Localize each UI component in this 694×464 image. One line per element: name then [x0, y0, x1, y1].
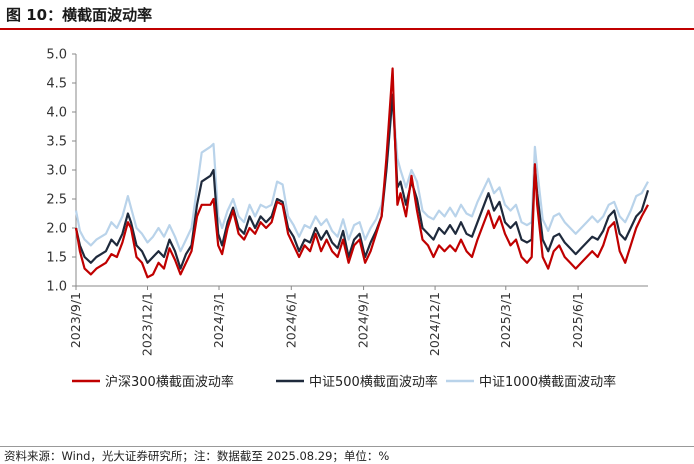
y-tick-label: 4.0 [46, 106, 67, 121]
x-tick-label: 2025/3/1 [498, 292, 513, 348]
y-tick-label: 2.5 [46, 193, 67, 208]
y-tick-label: 1.5 [46, 251, 67, 266]
y-tick-label: 2.0 [46, 222, 67, 237]
footer-divider [0, 446, 694, 447]
legend-label: 中证500横截面波动率 [309, 374, 438, 390]
x-tick-label: 2024/6/1 [283, 292, 298, 348]
series-line-2 [74, 93, 650, 270]
line-chart: 1.0 1.5 2.0 2.5 3.0 3.5 4.0 4.5 5.0 2023/9/1 2023/… [46, 48, 650, 390]
legend-label: 中证1000横截面波动率 [479, 374, 616, 390]
figure-header: 图 10：横截面波动率 [0, 0, 694, 30]
y-tick-label: 3.0 [46, 164, 67, 179]
series-lines [74, 67, 650, 279]
y-tick-label: 4.5 [46, 77, 67, 92]
series-line-1 [74, 67, 649, 279]
figure-title: 图 10：横截面波动率 [6, 6, 153, 24]
y-tick-label: 5.0 [46, 48, 67, 63]
y-tick-label: 3.5 [46, 135, 67, 150]
x-tick-label: 2024/3/1 [211, 292, 226, 348]
legend-label: 沪深300横截面波动率 [105, 374, 234, 390]
x-tick-label: 2024/12/1 [427, 292, 442, 356]
series-line-3 [74, 99, 649, 253]
axes: 1.0 1.5 2.0 2.5 3.0 3.5 4.0 4.5 5.0 2023/9/1 2023/… [46, 48, 648, 356]
title-divider [0, 28, 694, 30]
y-tick-label: 1.0 [46, 280, 67, 295]
x-tick-label: 2023/12/1 [140, 292, 155, 356]
x-tick-label: 2024/9/1 [356, 292, 371, 348]
x-tick-label: 2023/9/1 [68, 292, 83, 348]
x-tick-label: 2025/6/1 [570, 292, 585, 348]
source-note: 资料来源：Wind，光大证券研究所；注：数据截至 2025.08.29；单位：% [4, 449, 390, 463]
legend: 沪深300横截面波动率 中证500横截面波动率 中证1000横截面波动率 [72, 374, 616, 390]
